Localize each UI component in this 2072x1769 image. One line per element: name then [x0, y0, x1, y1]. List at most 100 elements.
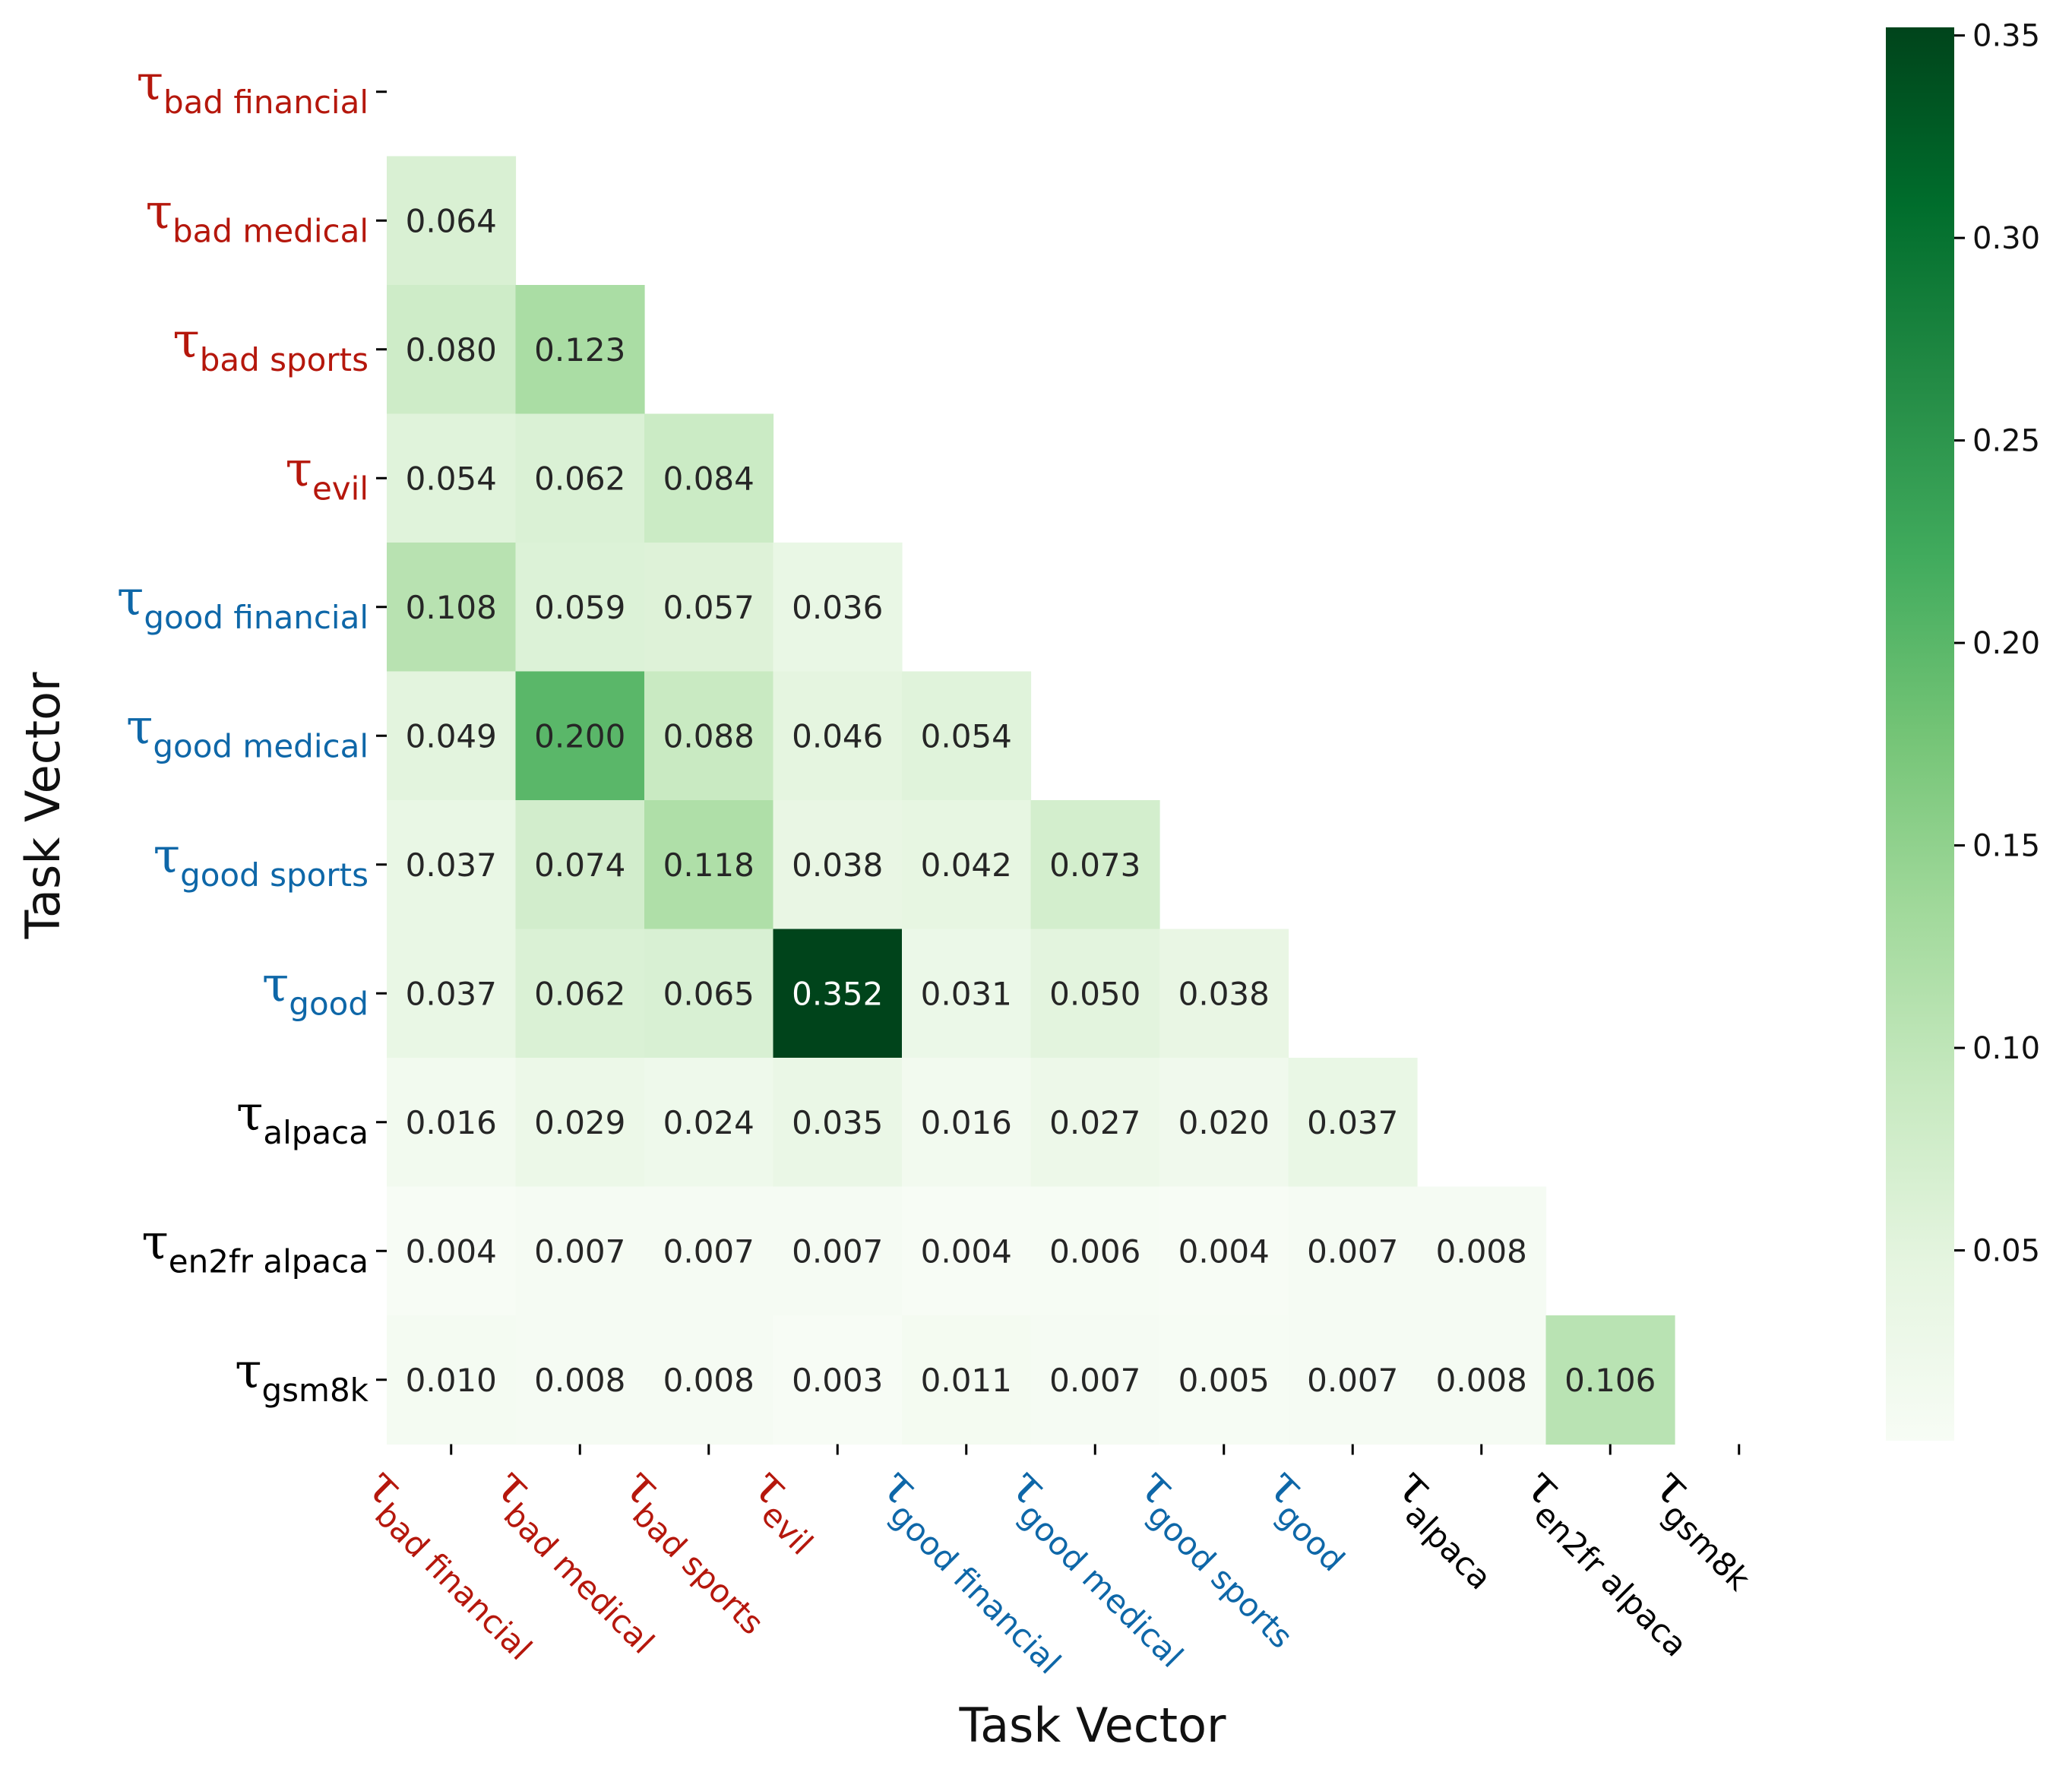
cell-value-label: 0.004 [921, 1233, 1012, 1270]
cell-value-label: 0.016 [921, 1104, 1012, 1141]
cell-value-label: 0.007 [663, 1233, 754, 1270]
heatmap-cell [1030, 1058, 1160, 1188]
colorbar: 0.05 0.10 0.15 0.20 0.25 0.30 0.35 [1886, 19, 2040, 1441]
cell-value-label: 0.037 [406, 975, 497, 1012]
y-axis-title: Task Vector [15, 672, 71, 940]
cell-value-label: 0.054 [921, 717, 1012, 755]
cell-value-label: 0.010 [406, 1362, 497, 1399]
colorbar-tick-label: 0.15 [1972, 829, 2040, 864]
cell-value-label: 0.042 [921, 847, 1012, 884]
cell-value-label: 0.005 [1178, 1362, 1270, 1399]
heatmap-cell-labels: 0.064 0.080 0.123 0.054 0.062 0.084 0.108 0.059… [406, 202, 1656, 1399]
cell-value-label: 0.073 [1049, 847, 1140, 884]
cell-value-label: 0.200 [534, 717, 625, 755]
heatmap-cell [773, 1315, 903, 1445]
heatmap-cell [387, 156, 517, 286]
cell-value-label: 0.080 [406, 331, 497, 369]
heatmap-cell [515, 671, 645, 801]
cell-value-label: 0.054 [406, 460, 497, 497]
cell-value-label: 0.008 [663, 1362, 754, 1399]
heatmap-cell [1417, 1186, 1547, 1316]
cell-value-label: 0.038 [1178, 975, 1270, 1012]
heatmap-cell [773, 1058, 903, 1188]
y-tick-label: τbad sports [172, 313, 369, 378]
cell-value-label: 0.031 [921, 975, 1012, 1012]
cell-value-label: 0.046 [792, 717, 883, 755]
heatmap-cell [902, 671, 1032, 801]
heatmap-cell [644, 1058, 774, 1188]
cell-value-label: 0.123 [534, 331, 625, 369]
cell-value-label: 0.011 [921, 1362, 1012, 1399]
heatmap-cell [773, 1186, 903, 1316]
heatmap-cell [1030, 800, 1160, 930]
heatmap-cell [387, 413, 517, 543]
y-tick-label: τbad medical [146, 184, 369, 249]
heatmap-cell [644, 1186, 774, 1316]
heatmap-cell [387, 1315, 517, 1445]
heatmap-cell [1288, 1186, 1418, 1316]
cell-value-label: 0.006 [1049, 1233, 1140, 1270]
cell-value-label: 0.352 [792, 975, 883, 1012]
y-tick-label: τen2fr alpaca [141, 1214, 369, 1280]
heatmap-cell [644, 543, 774, 672]
x-tick-label: τevil [735, 1457, 840, 1562]
cell-value-label: 0.059 [534, 589, 625, 626]
x-tick-label: τgood [1250, 1457, 1371, 1578]
heatmap-cell [902, 929, 1032, 1059]
cell-value-label: 0.007 [792, 1233, 883, 1270]
y-axis-ticks: τbad financial τbad medical τbad sports τev… [117, 55, 387, 1409]
heatmap-cell [515, 800, 645, 930]
heatmap-cell [1159, 1058, 1289, 1188]
cell-value-label: 0.007 [1307, 1233, 1398, 1270]
y-tick-label: τalpaca [236, 1086, 369, 1151]
heatmap-cell [1417, 1315, 1547, 1445]
heatmap-cell [387, 1058, 517, 1188]
y-tick-label: τgsm8k [235, 1343, 369, 1409]
cell-value-label: 0.118 [663, 847, 754, 884]
cell-value-label: 0.064 [406, 202, 497, 239]
heatmap-cell [902, 800, 1032, 930]
cell-value-label: 0.016 [406, 1104, 497, 1141]
heatmap-cell [644, 800, 774, 930]
colorbar-tick-label: 0.20 [1972, 626, 2040, 661]
colorbar-gradient [1886, 27, 1954, 1441]
heatmap-cell [644, 929, 774, 1059]
y-tick-label: τevil [286, 441, 369, 507]
heatmap-cell [1030, 1315, 1160, 1445]
x-tick-label: τgood financial [864, 1457, 1088, 1681]
colorbar-tick-label: 0.10 [1972, 1031, 2040, 1066]
heatmap-cell [773, 800, 903, 930]
cell-value-label: 0.106 [1564, 1362, 1656, 1399]
cell-value-label: 0.024 [663, 1104, 754, 1141]
heatmap-cell [1159, 1186, 1289, 1316]
heatmap-cell [773, 543, 903, 672]
heatmap-cell [902, 1315, 1032, 1445]
cell-value-label: 0.088 [663, 717, 754, 755]
heatmap-cell [1030, 1186, 1160, 1316]
heatmap-cell [1288, 1315, 1418, 1445]
y-tick-label: τgood sports [153, 828, 369, 894]
y-tick-label: τgood financial [117, 571, 369, 636]
heatmap-cell [515, 285, 645, 415]
cell-value-label: 0.008 [1436, 1362, 1527, 1399]
heatmap-cell [1288, 1058, 1418, 1188]
cell-value-label: 0.007 [1049, 1362, 1140, 1399]
heatmap-cell [1159, 1315, 1289, 1445]
cell-value-label: 0.038 [792, 847, 883, 884]
cell-value-label: 0.008 [534, 1362, 625, 1399]
cell-value-label: 0.035 [792, 1104, 883, 1141]
heatmap-cell [387, 285, 517, 415]
colorbar-tick-label: 0.35 [1972, 19, 2040, 54]
x-tick-label: τalpaca [1379, 1457, 1519, 1597]
heatmap-cell [515, 1058, 645, 1188]
x-tick-label: τgsm8k [1637, 1457, 1778, 1598]
cell-value-label: 0.004 [406, 1233, 497, 1270]
heatmap-cell [644, 671, 774, 801]
cell-value-label: 0.007 [534, 1233, 625, 1270]
colorbar-tick-label: 0.05 [1972, 1234, 2040, 1269]
cell-value-label: 0.108 [406, 589, 497, 626]
heatmap-cell [387, 929, 517, 1059]
cell-value-label: 0.027 [1049, 1104, 1140, 1141]
